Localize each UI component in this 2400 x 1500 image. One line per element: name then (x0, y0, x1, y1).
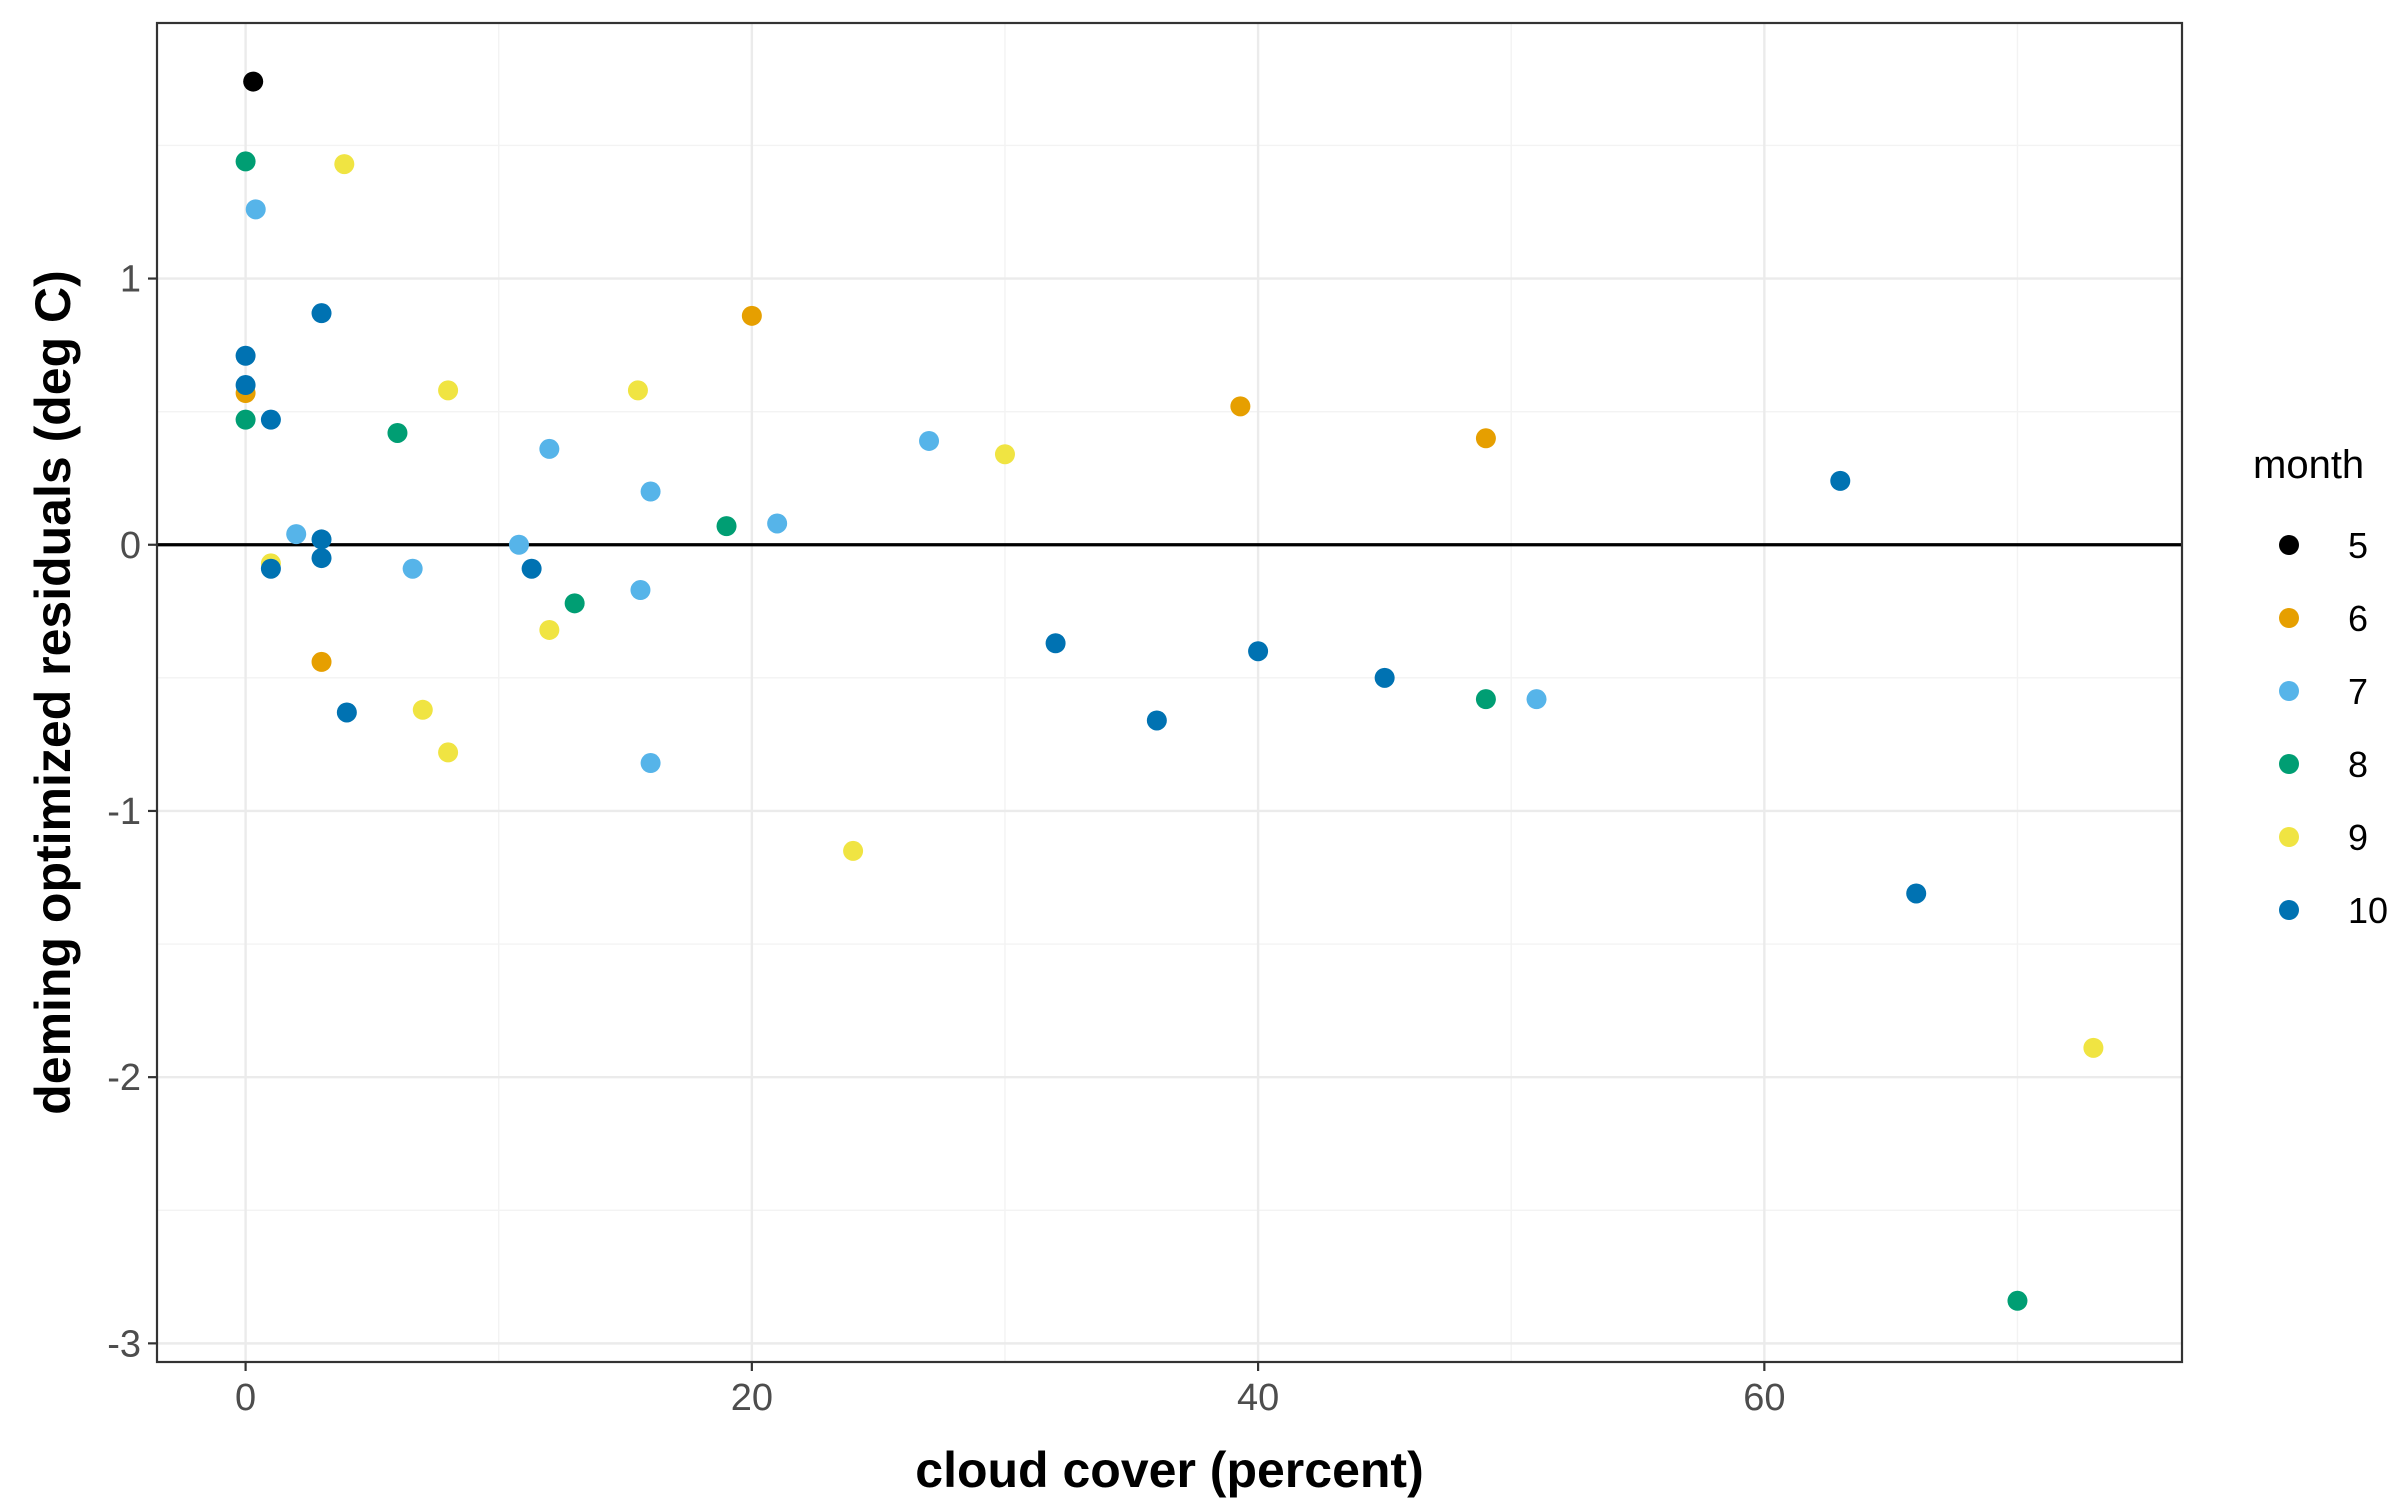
legend-label-8: 8 (2348, 744, 2368, 785)
data-point-month-10 (311, 529, 332, 550)
data-point-month-8 (235, 409, 256, 430)
y-tick-label: -2 (107, 1057, 141, 1099)
data-point-month-6 (741, 305, 762, 326)
data-point-month-9 (438, 742, 459, 763)
legend: month 5 6 7 8 9 10 (2253, 443, 2388, 931)
data-point-month-7 (539, 438, 560, 459)
grid-lines (157, 23, 2182, 1362)
data-point-month-9 (627, 380, 648, 401)
data-point-month-5 (243, 71, 264, 92)
data-point-month-10 (311, 303, 332, 324)
data-point-month-10 (1374, 667, 1395, 688)
data-point-month-8 (1475, 689, 1496, 710)
data-point-month-10 (1146, 710, 1167, 731)
legend-label-5: 5 (2348, 525, 2368, 566)
legend-title: month (2253, 443, 2364, 487)
x-axis-title: cloud cover (percent) (915, 1442, 1423, 1498)
data-point-month-10 (1248, 641, 1269, 662)
data-point-month-7 (1526, 689, 1547, 710)
data-point-month-9 (438, 380, 459, 401)
data-point-month-10 (235, 345, 256, 366)
data-points (235, 71, 2104, 1311)
data-point-month-10 (311, 548, 332, 569)
legend-key-10 (2279, 900, 2299, 920)
legend-key-7 (2279, 681, 2299, 701)
data-point-month-9 (334, 154, 355, 175)
data-point-month-9 (539, 619, 560, 640)
data-point-month-6 (1475, 428, 1496, 449)
axis-ticks: 0 20 40 60 -3 -2 -1 0 1 (107, 259, 1785, 1419)
data-point-month-10 (235, 375, 256, 396)
legend-label-7: 7 (2348, 671, 2368, 712)
x-tick-label: 40 (1237, 1377, 1279, 1419)
data-point-month-8 (235, 151, 256, 172)
data-point-month-10 (1830, 470, 1851, 491)
legend-key-8 (2279, 754, 2299, 774)
data-point-month-7 (245, 199, 266, 220)
plot-panel (155, 21, 2184, 1364)
data-point-month-7 (640, 481, 661, 502)
data-point-month-9 (412, 699, 433, 720)
legend-label-9: 9 (2348, 817, 2368, 858)
data-point-month-10 (521, 558, 542, 579)
legend-key-6 (2279, 608, 2299, 628)
data-point-month-6 (311, 651, 332, 672)
x-tick-label: 0 (235, 1377, 256, 1419)
x-tick-label: 20 (731, 1377, 773, 1419)
data-point-month-10 (336, 702, 357, 723)
y-axis-title: deming optimized residuals (deg C) (25, 270, 81, 1115)
data-point-month-7 (286, 524, 307, 545)
data-point-month-8 (387, 422, 408, 443)
legend-label-10: 10 (2348, 890, 2388, 931)
data-point-month-7 (767, 513, 788, 534)
legend-key-5 (2279, 535, 2299, 555)
y-tick-label: 0 (120, 525, 141, 567)
data-point-month-7 (919, 430, 940, 451)
data-point-month-7 (508, 534, 529, 555)
data-point-month-6 (1230, 396, 1251, 417)
y-tick-label: -1 (107, 791, 141, 833)
y-tick-label: 1 (120, 259, 141, 301)
data-point-month-9 (2083, 1037, 2104, 1058)
data-point-month-8 (564, 593, 585, 614)
data-point-month-10 (1906, 883, 1927, 904)
legend-key-9 (2279, 827, 2299, 847)
data-point-month-9 (994, 444, 1015, 465)
data-point-month-8 (2007, 1290, 2028, 1311)
data-point-month-7 (630, 580, 651, 601)
x-tick-label: 60 (1743, 1377, 1785, 1419)
data-point-month-8 (716, 516, 737, 537)
legend-label-6: 6 (2348, 598, 2368, 639)
data-point-month-9 (843, 840, 864, 861)
data-point-month-7 (402, 558, 423, 579)
data-point-month-10 (260, 558, 281, 579)
data-point-month-10 (1045, 633, 1066, 654)
data-point-month-7 (640, 753, 661, 774)
data-point-month-10 (260, 409, 281, 430)
y-tick-label: -3 (107, 1323, 141, 1365)
